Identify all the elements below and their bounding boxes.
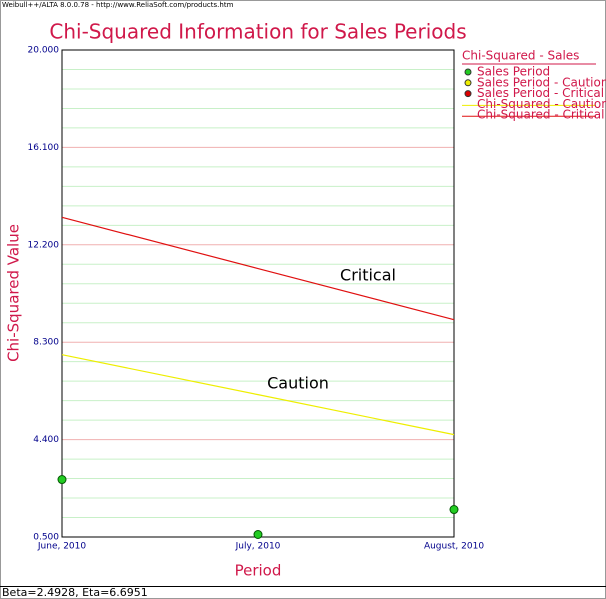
series-line xyxy=(61,354,455,436)
y-axis-label: Chi-Squared Value xyxy=(5,224,23,362)
series-line xyxy=(61,216,455,321)
x-tick-label: August, 2010 xyxy=(424,542,484,552)
annotation: Critical xyxy=(340,266,396,285)
x-tick-label: July, 2010 xyxy=(235,542,281,552)
y-tick-label: 16.100 xyxy=(28,143,60,153)
y-tick-label: 4.400 xyxy=(33,435,59,445)
legend-marker xyxy=(464,79,472,87)
x-axis-label: Period xyxy=(235,562,282,580)
y-tick-label: 0.500 xyxy=(33,533,59,543)
x-tick-label: June, 2010 xyxy=(37,542,86,552)
data-point xyxy=(449,505,459,515)
legend-label: Sales Period - Caution xyxy=(477,75,606,89)
header: Weibull++/ALTA 8.0.0.78 - http://www.Rel… xyxy=(2,1,234,9)
legend-label: Chi-Squared - Critical xyxy=(477,108,604,122)
footer: Beta=2.4928, Eta=6.6951 xyxy=(2,586,148,599)
legend-label: Chi-Squared - Caution xyxy=(477,97,606,111)
data-point xyxy=(57,475,67,485)
legend-marker xyxy=(464,68,472,76)
y-tick-label: 8.300 xyxy=(33,338,59,348)
y-tick-label: 20.000 xyxy=(28,46,60,56)
chart-title: Chi-Squared Information for Sales Period… xyxy=(49,20,466,44)
data-point xyxy=(253,530,263,540)
legend-label: Sales Period - Critical xyxy=(477,86,604,100)
legend-marker xyxy=(464,90,472,98)
annotation: Caution xyxy=(267,374,329,393)
legend-label: Sales Period xyxy=(477,65,550,79)
legend-title: Chi-Squared - Sales xyxy=(462,49,579,63)
y-tick-label: 12.200 xyxy=(28,240,60,250)
